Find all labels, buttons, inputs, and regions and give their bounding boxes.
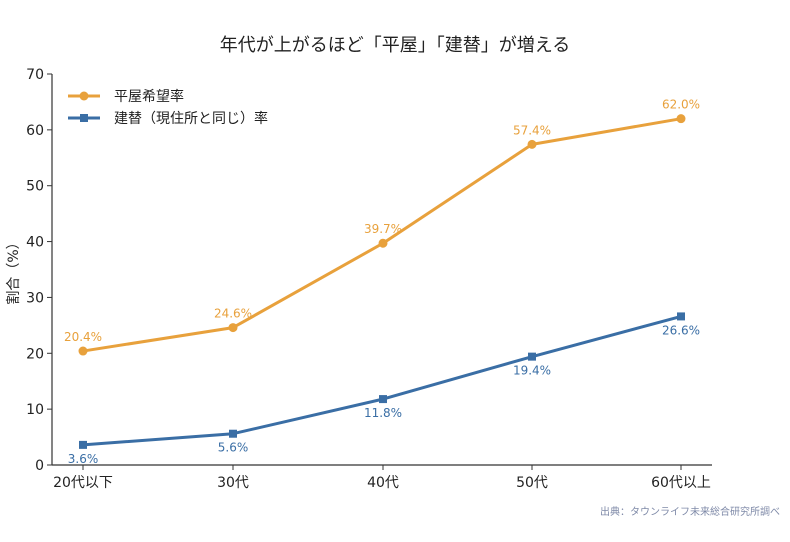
y-axis-label: 割合（%） [5, 235, 22, 304]
legend-marker-1 [80, 114, 88, 122]
y-tick-label: 0 [35, 458, 44, 474]
data-label: 11.8% [364, 406, 402, 420]
data-label: 39.7% [364, 222, 402, 236]
x-tick-label: 50代 [516, 475, 548, 491]
y-tick-label: 70 [26, 67, 44, 83]
data-point [379, 395, 387, 404]
x-tick-label: 60代以上 [651, 475, 711, 491]
y-tick-label: 50 [26, 179, 44, 195]
data-label: 5.6% [218, 441, 249, 455]
data-label: 24.6% [214, 307, 252, 321]
data-label: 3.6% [68, 452, 99, 466]
data-label: 57.4% [513, 123, 551, 137]
data-point [78, 346, 88, 356]
legend-marker-0 [79, 91, 89, 101]
x-ticks: 20代以下 30代 40代 50代 60代以上 [53, 465, 711, 491]
data-point [378, 238, 388, 248]
data-point [676, 114, 686, 124]
legend: 平屋希望率 建替（現住所と同じ）率 [68, 88, 268, 127]
data-label: 19.4% [513, 364, 551, 378]
legend-label-1: 建替（現住所と同じ）率 [114, 110, 268, 127]
data-point [228, 323, 238, 333]
data-point [528, 352, 536, 361]
y-ticks: 0 10 20 30 40 50 60 70 [26, 67, 52, 474]
x-tick-label: 20代以下 [53, 475, 113, 491]
legend-item-orange: 平屋希望率 [68, 88, 184, 105]
series-group: 20.4% 24.6% 39.7% 57.4% 62.0% 3.6% 5.6% 11.8% 19… [64, 98, 700, 466]
y-tick-label: 10 [26, 402, 44, 418]
y-tick-label: 20 [26, 346, 44, 362]
source-note: 出典：タウンライフ未来総合研究所調べ [600, 505, 780, 518]
data-label: 20.4% [64, 330, 102, 344]
y-tick-label: 60 [26, 123, 44, 139]
data-label: 26.6% [662, 323, 700, 337]
data-point [527, 139, 537, 149]
data-point [677, 312, 685, 321]
legend-label-0: 平屋希望率 [114, 88, 184, 105]
data-label: 62.0% [662, 98, 700, 112]
data-point [229, 429, 237, 438]
x-tick-label: 40代 [367, 475, 399, 491]
data-point [79, 440, 87, 449]
x-tick-label: 30代 [217, 475, 249, 491]
legend-item-blue: 建替（現住所と同じ）率 [68, 110, 268, 127]
chart-title: 年代が上がるほど「平屋」「建替」が増える [220, 35, 570, 56]
y-tick-label: 30 [26, 290, 44, 306]
y-tick-label: 40 [26, 235, 44, 251]
